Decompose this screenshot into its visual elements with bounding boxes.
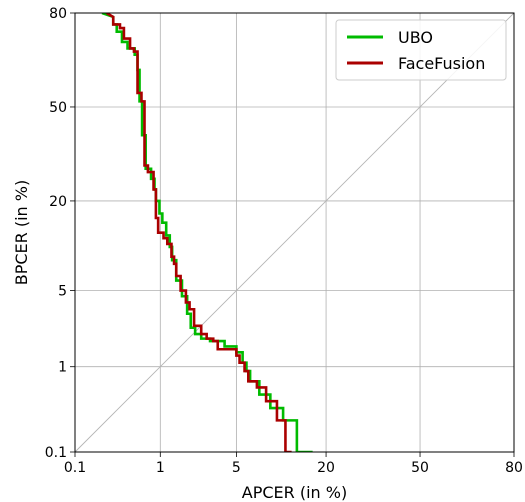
series-layer bbox=[101, 13, 313, 452]
y-tick-label: 0.1 bbox=[45, 445, 67, 461]
x-axis-ticks: 0.1 1 5 20 50 80 bbox=[64, 452, 523, 476]
y-axis-label: BPCER (in %) bbox=[12, 180, 31, 285]
x-tick-label: 1 bbox=[156, 460, 165, 476]
series-line-facefusion bbox=[105, 13, 292, 452]
x-tick-label: 80 bbox=[505, 460, 523, 476]
x-tick-label: 20 bbox=[317, 460, 335, 476]
series-line-ubo bbox=[101, 13, 313, 452]
y-tick-label: 5 bbox=[58, 284, 67, 300]
x-axis-label: APCER (in %) bbox=[242, 483, 347, 502]
y-tick-label: 1 bbox=[58, 360, 67, 376]
y-axis-ticks: 0.1 1 5 20 50 80 bbox=[45, 6, 75, 461]
legend-label-ubo: UBO bbox=[398, 28, 433, 47]
legend-box bbox=[335, 19, 507, 81]
x-tick-label: 0.1 bbox=[64, 460, 86, 476]
legend-label-facefusion: FaceFusion bbox=[398, 54, 485, 73]
y-tick-label: 50 bbox=[49, 100, 67, 116]
y-tick-label: 20 bbox=[49, 194, 67, 210]
x-tick-label: 5 bbox=[232, 460, 241, 476]
legend: UBO FaceFusion bbox=[335, 19, 507, 81]
x-tick-label: 50 bbox=[411, 460, 429, 476]
y-tick-label: 80 bbox=[49, 6, 67, 22]
plot-frame bbox=[74, 12, 515, 453]
equal-error-diagonal bbox=[74, 12, 515, 453]
